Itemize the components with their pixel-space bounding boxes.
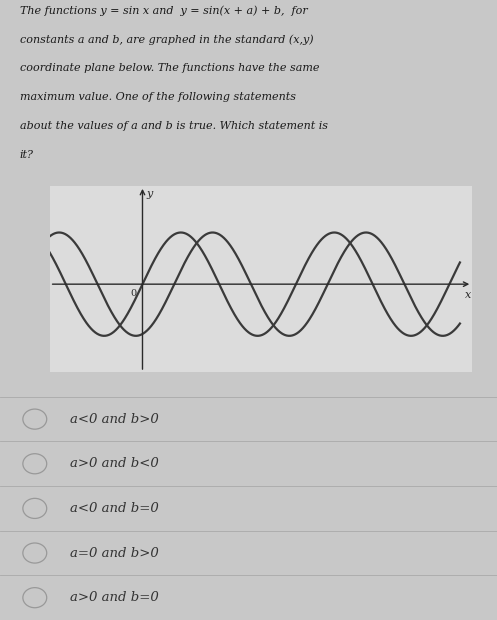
Text: coordinate plane below. The functions have the same: coordinate plane below. The functions ha…	[20, 63, 320, 73]
Text: maximum value. One of the following statements: maximum value. One of the following stat…	[20, 92, 296, 102]
Text: about the values of a and b is true. Which statement is: about the values of a and b is true. Whi…	[20, 121, 328, 131]
Text: a>0 and b=0: a>0 and b=0	[70, 591, 159, 604]
Text: 0: 0	[130, 290, 136, 298]
Text: a=0 and b>0: a=0 and b>0	[70, 547, 159, 559]
Text: The functions y = sin x and  y = sin(x + a) + b,  for: The functions y = sin x and y = sin(x + …	[20, 6, 308, 16]
Text: a<0 and b>0: a<0 and b>0	[70, 413, 159, 425]
Text: constants a and b, are graphed in the standard (x,y): constants a and b, are graphed in the st…	[20, 34, 314, 45]
Text: a>0 and b<0: a>0 and b<0	[70, 458, 159, 470]
Text: it?: it?	[20, 150, 34, 160]
Text: x: x	[465, 290, 471, 300]
Text: a<0 and b=0: a<0 and b=0	[70, 502, 159, 515]
Text: y: y	[146, 188, 153, 198]
